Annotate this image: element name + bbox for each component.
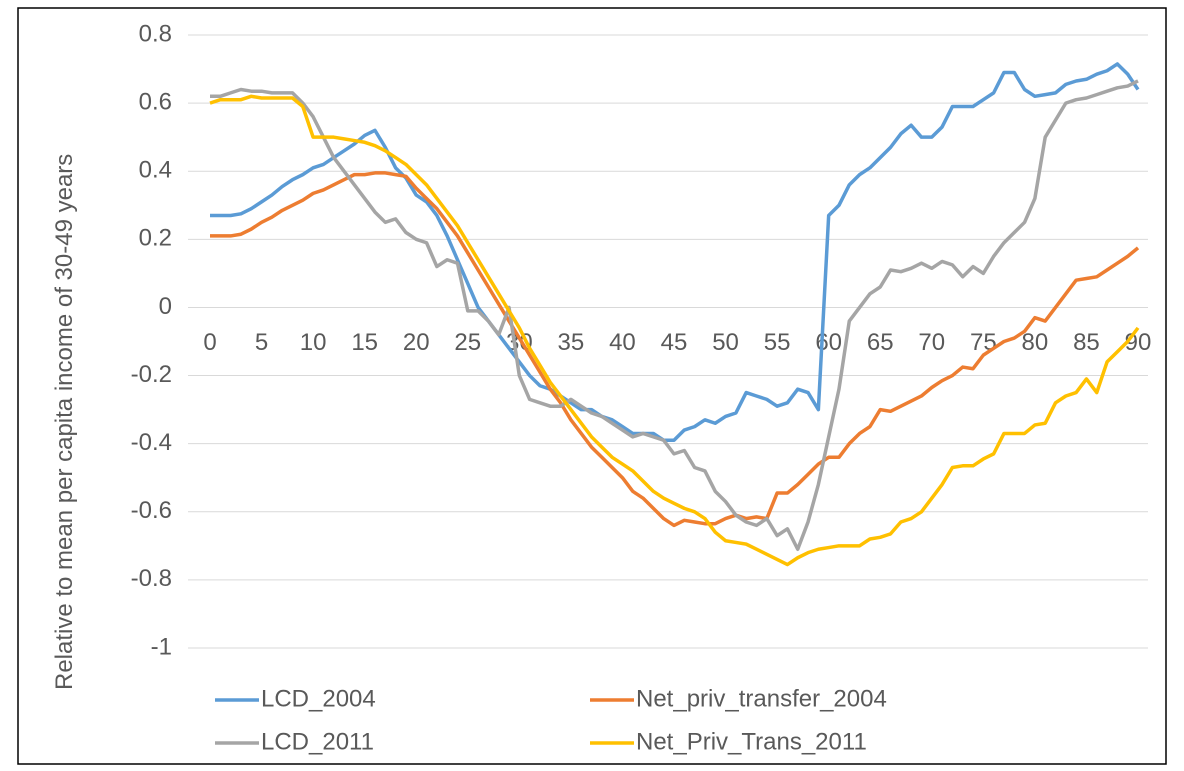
x-tick-label: 85: [1073, 329, 1100, 356]
series-line: [210, 79, 1139, 551]
x-tick-label: 35: [558, 329, 585, 356]
x-tick-label: 40: [609, 329, 636, 356]
y-tick-label: 0: [159, 293, 172, 320]
legend-label: LCD_2011: [261, 728, 374, 755]
legend-label: Net_Priv_Trans_2011: [636, 728, 867, 755]
x-tick-label: 15: [351, 329, 378, 356]
series-line: [210, 171, 1140, 528]
y-tick-label: -0.6: [131, 497, 172, 524]
y-tick-label: 0.6: [139, 88, 172, 115]
y-tick-label: 0.2: [139, 225, 172, 252]
x-tick-label: 80: [1022, 329, 1049, 356]
y-tick-label: -0.8: [131, 565, 172, 592]
x-tick-label: 60: [815, 329, 842, 356]
x-tick-label: 45: [661, 329, 688, 356]
y-tick-label: 0.8: [139, 20, 172, 47]
y-tick-label: -0.2: [131, 361, 172, 388]
x-tick-label: 55: [764, 329, 791, 356]
chart-frame: [17, 7, 1167, 765]
x-tick-label: 50: [712, 329, 739, 356]
x-tick-label: 70: [918, 329, 945, 356]
y-tick-label: -0.4: [131, 429, 172, 456]
x-tick-label: 5: [255, 329, 268, 356]
x-tick-label: 25: [454, 329, 481, 356]
series-line: [209, 94, 1140, 567]
x-tick-label: 65: [867, 329, 894, 356]
x-tick-label: 75: [970, 329, 997, 356]
x-tick-label: 10: [300, 329, 327, 356]
y-tick-label: 0.4: [139, 157, 172, 184]
series-line: [210, 62, 1140, 443]
y-axis-title: Relative to mean per capita income of 30…: [51, 153, 78, 690]
legend-label: LCD_2004: [261, 685, 376, 712]
legend-label: Net_priv_transfer_2004: [636, 685, 887, 712]
y-tick-label: -1: [151, 633, 172, 660]
x-tick-label: 0: [203, 329, 216, 356]
x-tick-label: 20: [403, 329, 430, 356]
